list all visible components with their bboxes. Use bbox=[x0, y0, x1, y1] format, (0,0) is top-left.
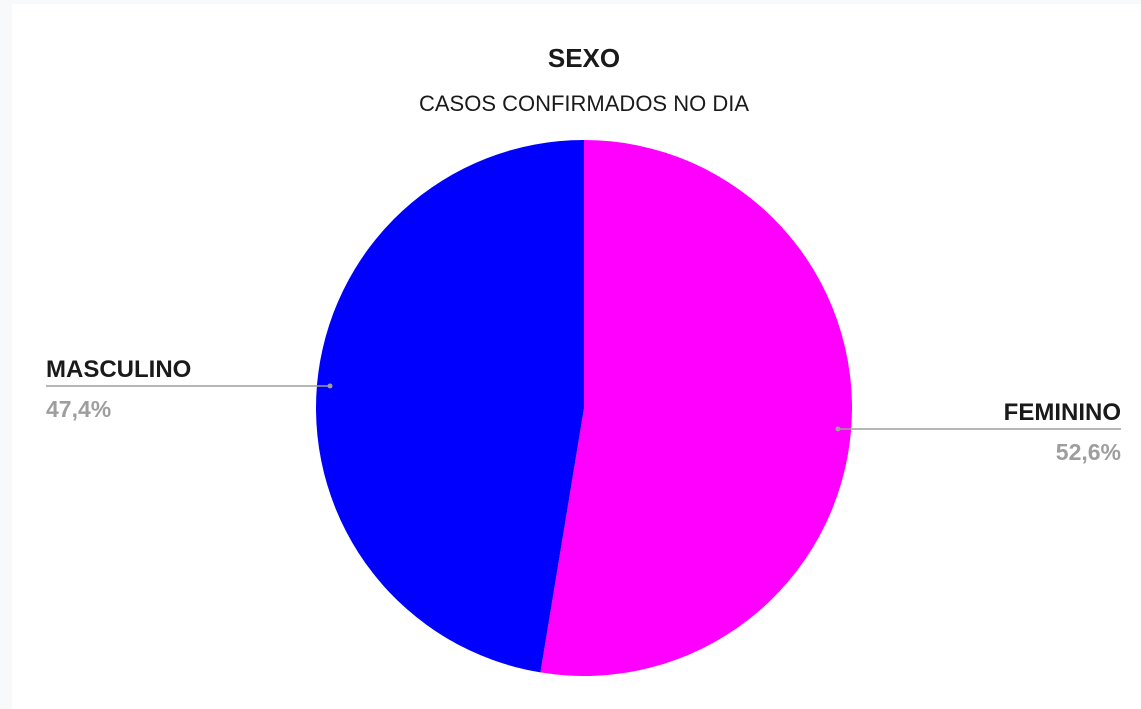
leader-dot-feminino bbox=[835, 426, 841, 432]
slice-label-masculino: MASCULINO bbox=[46, 356, 191, 383]
chart-subtitle: CASOS CONFIRMADOS NO DIA bbox=[419, 91, 749, 116]
pie-slice-masculino bbox=[315, 140, 584, 673]
leader-dot-masculino bbox=[327, 383, 333, 389]
slice-value-feminino: 52,6% bbox=[1056, 439, 1121, 465]
chart-title: SEXO bbox=[548, 43, 620, 73]
pie-slice-feminino bbox=[540, 140, 852, 676]
slice-value-masculino: 47,4% bbox=[46, 396, 111, 422]
slice-label-feminino: FEMININO bbox=[1004, 399, 1121, 426]
